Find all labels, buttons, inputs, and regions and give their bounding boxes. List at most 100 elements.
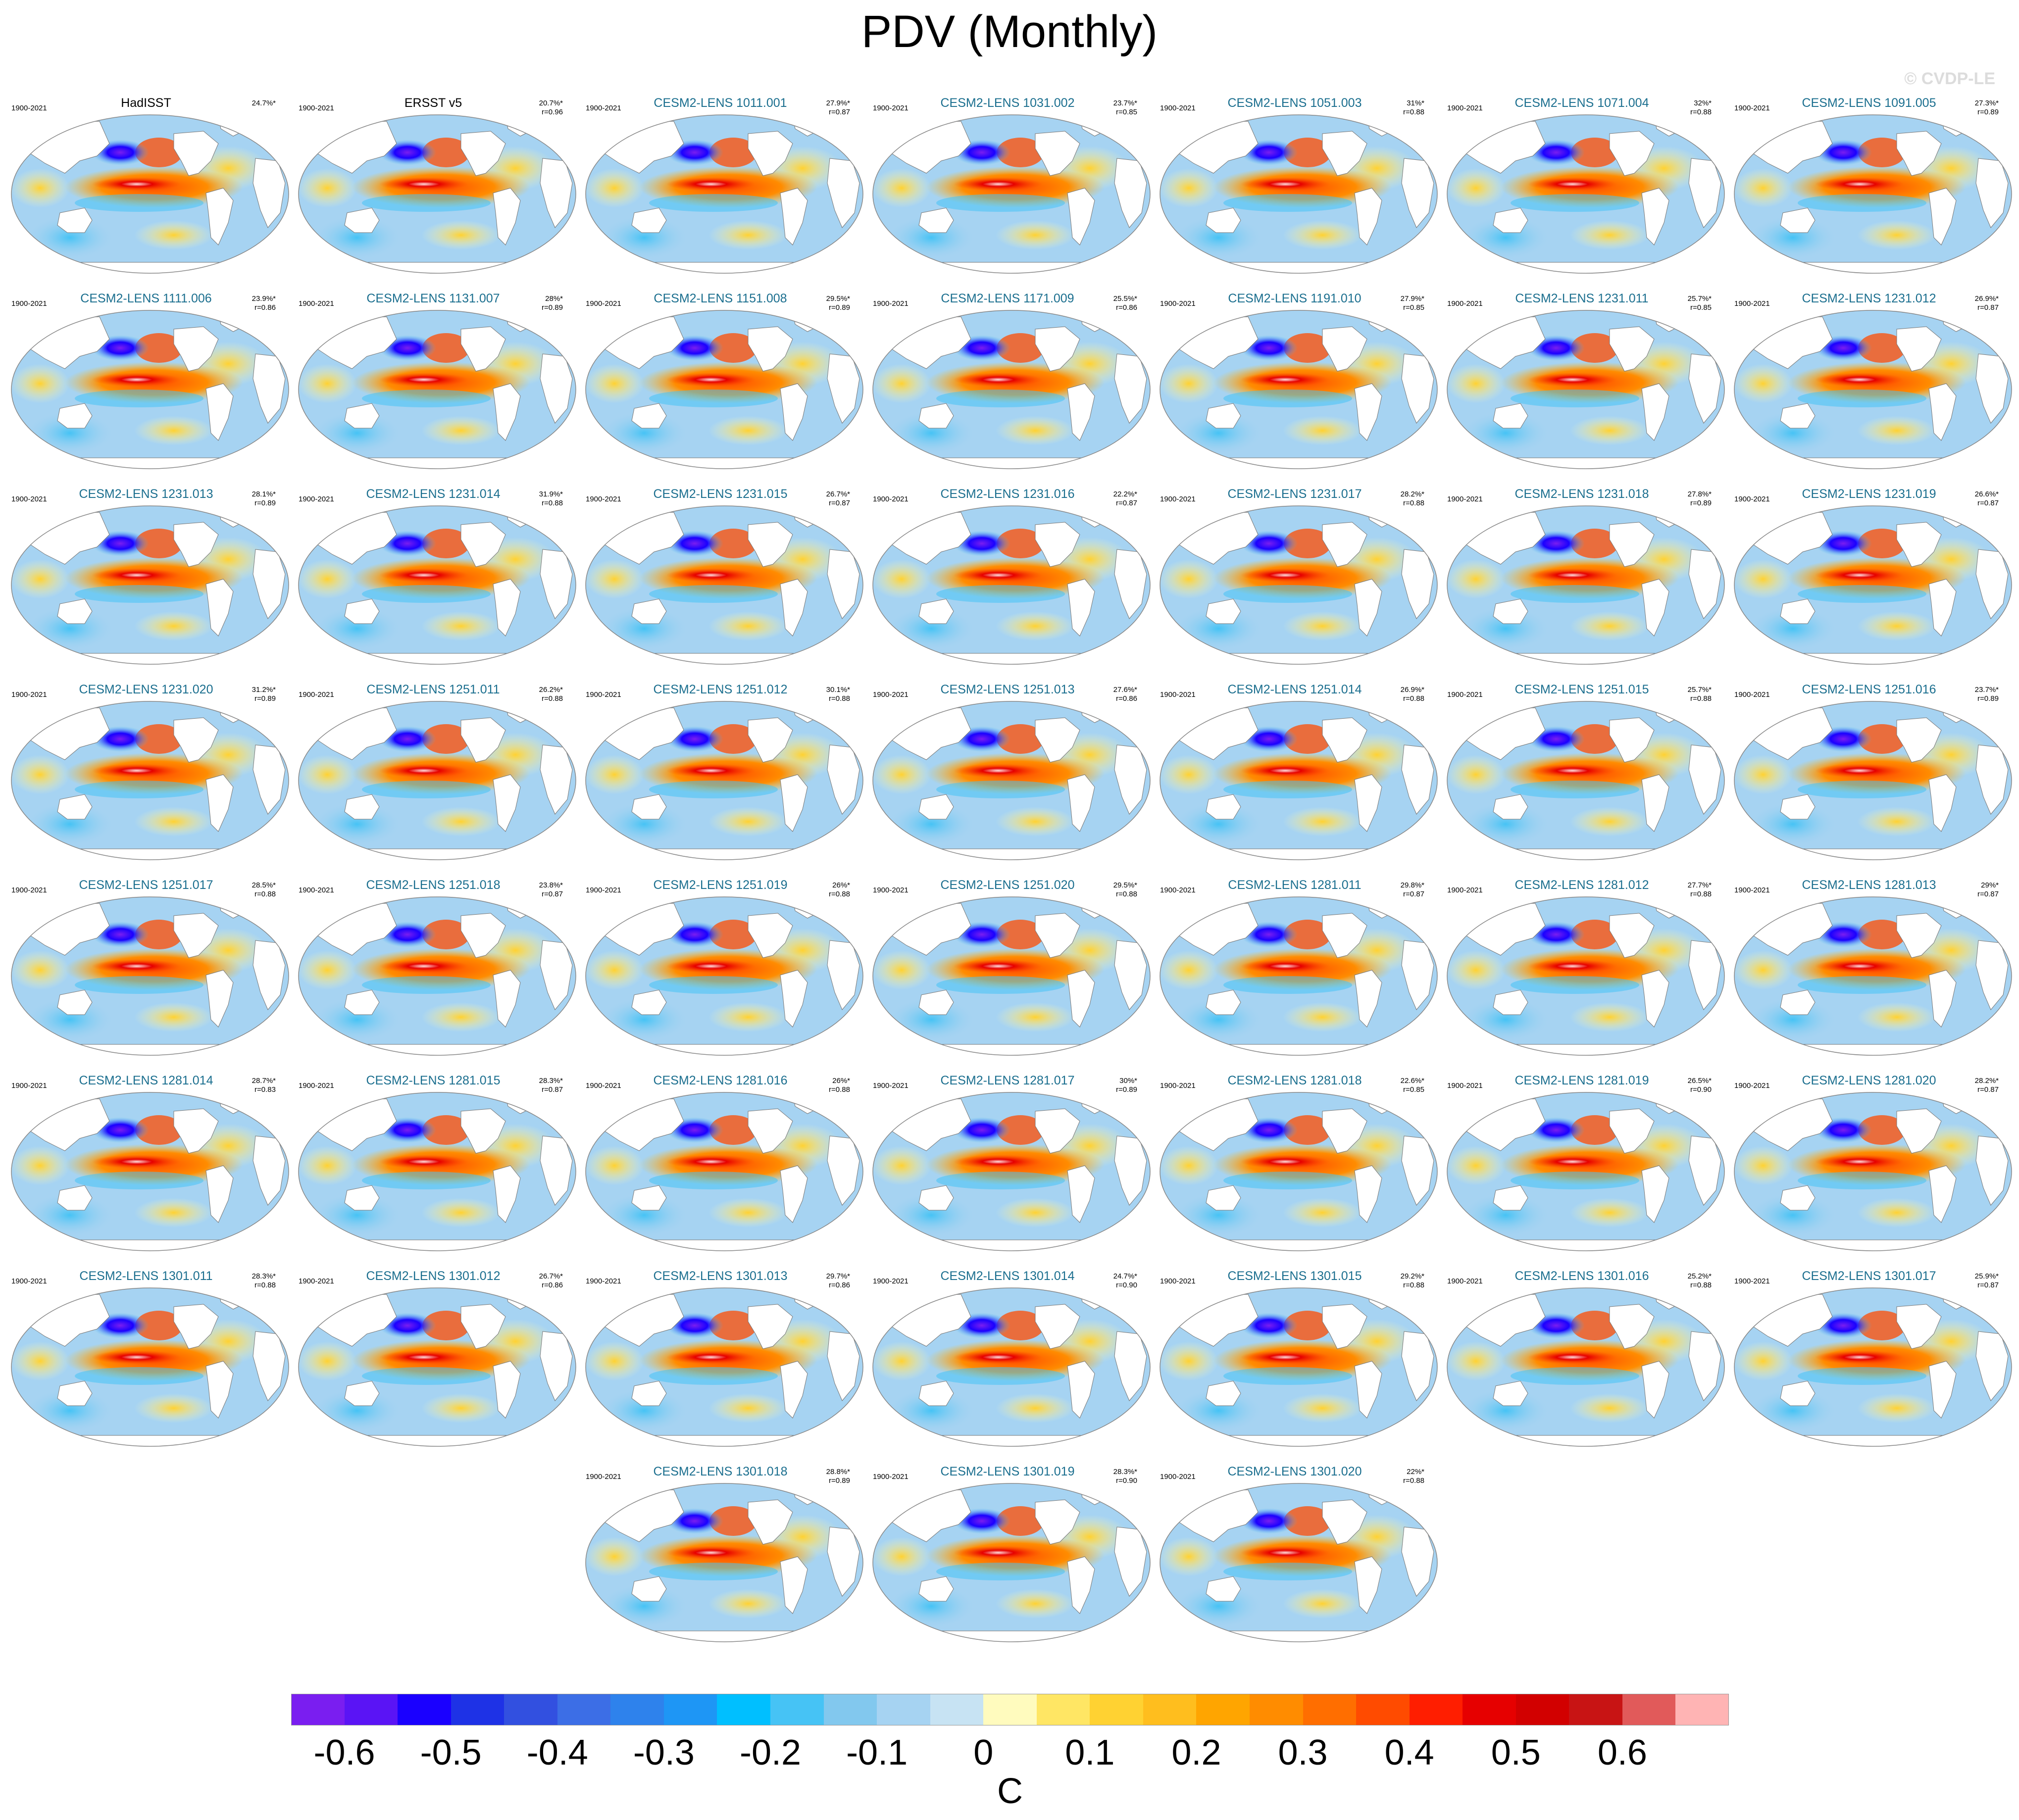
colorbar-cell xyxy=(823,1694,877,1725)
panel-pattern-correlation: r=0.88 xyxy=(1690,694,1712,703)
north-pacific-coastal-warm xyxy=(135,920,183,949)
south-equatorial-cool-band xyxy=(75,1367,203,1385)
panel-pattern-correlation: r=0.87 xyxy=(542,890,563,898)
equatorial-warm-core xyxy=(379,177,468,191)
pdv-map xyxy=(1734,896,2012,1056)
map-field xyxy=(873,115,1150,273)
panel-percent-variance: 27.9%* xyxy=(1400,295,1424,303)
south-pacific-warm-patch xyxy=(1283,807,1362,836)
south-pacific-warm-patch xyxy=(421,416,501,445)
panel-pattern-correlation: r=0.88 xyxy=(1403,1476,1424,1485)
globe-outline xyxy=(872,310,1151,469)
panel-period: 1900-2021 xyxy=(1160,299,1196,308)
south-pacific-warm-patch xyxy=(1570,1393,1649,1423)
south-pacific-warm-patch xyxy=(708,1589,788,1619)
equatorial-warm-core xyxy=(666,1155,756,1169)
map-panel: CESM2-LENS 1051.003 1900-2021 31%* r=0.88 xyxy=(1151,89,1438,277)
south-pacific-warm-patch xyxy=(996,807,1075,836)
panel-percent-variance: 22%* xyxy=(1407,1468,1424,1476)
pdv-map xyxy=(1447,701,1725,860)
north-america-land xyxy=(1035,913,1080,958)
panel-period: 1900-2021 xyxy=(299,690,334,699)
map-field xyxy=(873,506,1150,664)
north-pacific-coastal-warm xyxy=(1571,138,1618,167)
pdv-map xyxy=(585,1483,863,1642)
globe-outline xyxy=(872,505,1151,665)
panel-dataset-name: CESM2-LENS 1231.012 xyxy=(1802,292,1936,305)
north-pacific-coastal-warm xyxy=(422,333,470,363)
indian-ocean-warm-patch xyxy=(11,559,70,599)
panel-pattern-correlation: r=0.88 xyxy=(542,694,563,703)
panel-dataset-name: CESM2-LENS 1051.003 xyxy=(1227,96,1362,110)
south-pacific-warm-patch xyxy=(708,1002,788,1032)
north-america-land xyxy=(173,1304,219,1349)
australia-land xyxy=(57,403,93,429)
map-panel: CESM2-LENS 1301.011 1900-2021 28.3%* r=0.88 xyxy=(2,1262,290,1450)
australia-land xyxy=(57,207,93,233)
north-america-land xyxy=(1609,1304,1655,1349)
south-pacific-warm-patch xyxy=(708,1393,788,1423)
panel-percent-variance: 28.2%* xyxy=(1974,1077,1999,1085)
panel-dataset-name: CESM2-LENS 1281.020 xyxy=(1802,1074,1936,1087)
map-field xyxy=(1734,1288,2012,1446)
panel-period: 1900-2021 xyxy=(586,886,621,894)
north-pacific-coastal-warm xyxy=(709,1311,757,1340)
pdv-map xyxy=(298,505,576,665)
south-pacific-warm-patch xyxy=(1570,1198,1649,1228)
equatorial-warm-core xyxy=(1815,1155,1904,1169)
equatorial-warm-core xyxy=(666,568,756,582)
south-equatorial-cool-band xyxy=(1798,1367,1926,1385)
panel-percent-variance: 29.7%* xyxy=(826,1272,850,1280)
map-field xyxy=(1447,115,1724,273)
australia-land xyxy=(344,794,380,820)
australia-land xyxy=(1206,1576,1241,1602)
panel-percent-variance: 28%* xyxy=(545,295,563,303)
south-equatorial-cool-band xyxy=(1223,390,1352,407)
australia-land xyxy=(1206,403,1241,429)
north-america-land xyxy=(1035,1108,1080,1154)
panel-dataset-name: CESM2-LENS 1301.019 xyxy=(940,1465,1075,1478)
globe-outline xyxy=(1160,1287,1438,1447)
north-america-land xyxy=(748,326,793,372)
indian-ocean-warm-patch xyxy=(1160,168,1218,208)
north-america-land xyxy=(1609,913,1655,958)
globe-outline xyxy=(1160,114,1438,274)
south-equatorial-cool-band xyxy=(75,585,203,603)
australia-land xyxy=(1780,1380,1816,1406)
pdv-map xyxy=(11,896,289,1056)
north-america-land xyxy=(748,1304,793,1349)
panel-dataset-name: CESM2-LENS 1251.016 xyxy=(1802,683,1936,696)
globe-outline xyxy=(585,701,863,860)
pdv-map xyxy=(1160,1092,1438,1251)
south-equatorial-cool-band xyxy=(75,194,203,212)
indian-ocean-warm-patch xyxy=(11,364,70,403)
panel-period: 1900-2021 xyxy=(1447,1277,1483,1285)
map-panel: CESM2-LENS 1251.020 1900-2021 29.5%* r=0.88 xyxy=(864,871,1151,1059)
north-america-land xyxy=(1896,522,1942,567)
panel-dataset-name: CESM2-LENS 1071.004 xyxy=(1514,96,1649,110)
map-field xyxy=(299,115,576,273)
australia-land xyxy=(57,1380,93,1406)
panel-percent-variance: 25.9%* xyxy=(1974,1272,1999,1280)
panel-period: 1900-2021 xyxy=(873,495,909,503)
north-america-land xyxy=(1322,326,1367,372)
panel-percent-variance: 26.6%* xyxy=(1974,490,1999,498)
north-pacific-coastal-warm xyxy=(1858,529,1906,558)
indian-ocean-warm-patch xyxy=(11,168,70,208)
panel-period: 1900-2021 xyxy=(11,1082,47,1090)
equatorial-warm-core xyxy=(1528,177,1617,191)
north-pacific-coastal-warm xyxy=(997,1115,1044,1145)
indian-ocean-warm-patch xyxy=(1447,755,1506,794)
map-panel: CESM2-LENS 1231.011 1900-2021 25.7%* r=0.85 xyxy=(1438,285,1725,473)
panel-period: 1900-2021 xyxy=(299,299,334,308)
map-panel: CESM2-LENS 1231.012 1900-2021 26.9%* r=0.87 xyxy=(1725,285,2013,473)
north-america-land xyxy=(748,522,793,567)
globe-outline xyxy=(1447,701,1725,860)
panel-period: 1900-2021 xyxy=(11,1277,47,1285)
indian-ocean-warm-patch xyxy=(1160,1146,1218,1185)
south-pacific-warm-patch xyxy=(1857,1198,1936,1228)
south-equatorial-cool-band xyxy=(1223,194,1352,212)
colorbar-cell xyxy=(877,1694,931,1725)
australia-land xyxy=(1206,1380,1241,1406)
globe-outline xyxy=(298,310,576,469)
